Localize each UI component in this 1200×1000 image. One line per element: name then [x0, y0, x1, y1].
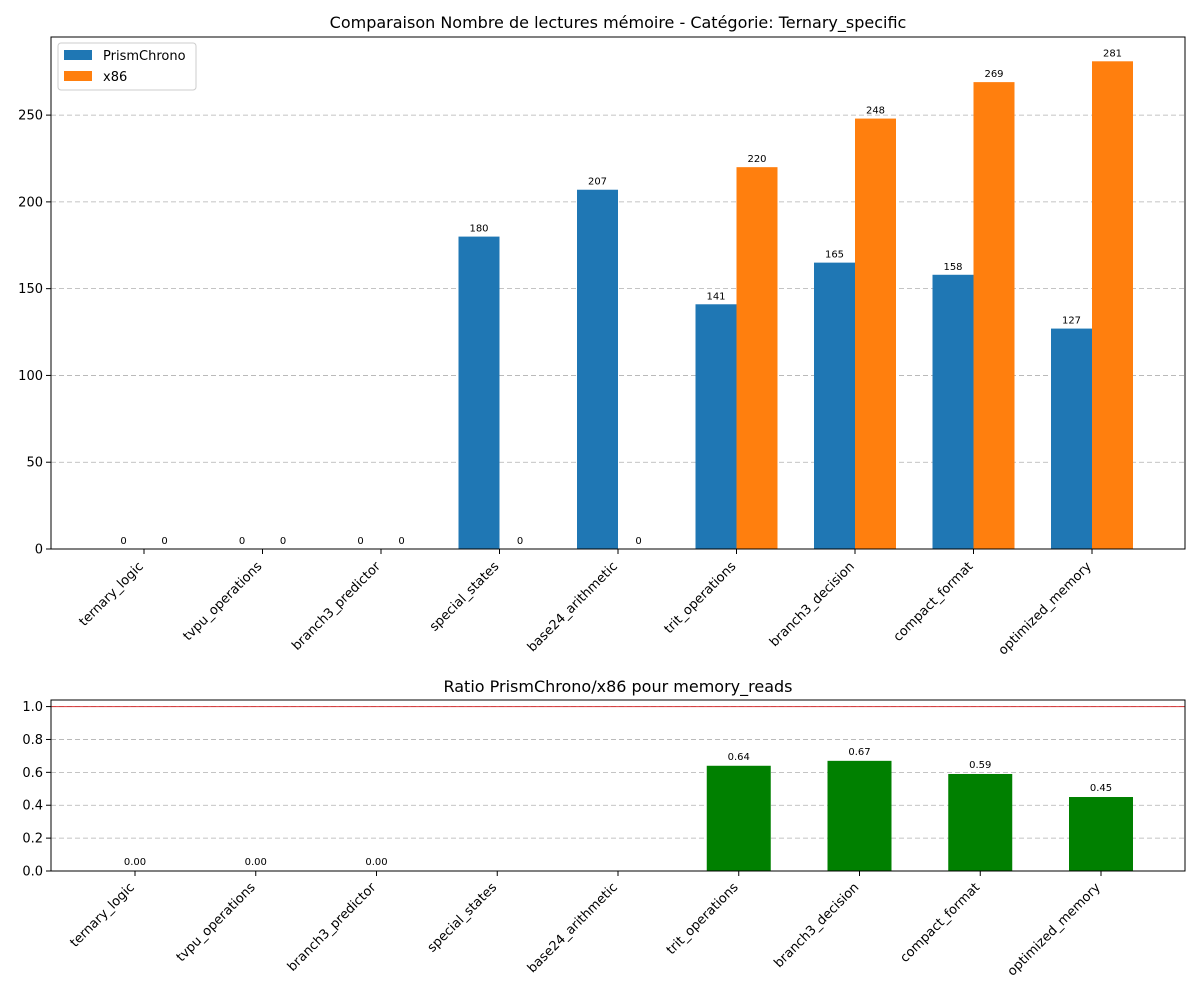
- bar-x86: [973, 82, 1015, 549]
- bar-value-label: 0.00: [124, 857, 146, 868]
- bar-value-label: 0.67: [848, 747, 870, 758]
- bar-value-label: 0: [280, 536, 286, 547]
- y-tick-label: 100: [18, 369, 43, 384]
- y-tick-label: 0: [35, 543, 43, 558]
- x-tick-label: ternary_logic: [67, 880, 137, 950]
- bar-value-label: 0: [239, 536, 245, 547]
- ratio-bar: [948, 773, 1013, 871]
- bar-prismchrono: [577, 189, 618, 549]
- bar-value-label: 165: [825, 250, 844, 261]
- bar-x86: [1092, 61, 1133, 549]
- x-tick-label: branch3_predictor: [285, 880, 380, 975]
- y-tick-label: 150: [18, 282, 43, 297]
- bar-value-label: 0.64: [728, 752, 750, 763]
- bar-value-label: 220: [747, 154, 766, 165]
- x-tick-label: trit_operations: [662, 559, 740, 637]
- bar-prismchrono: [1051, 328, 1092, 549]
- x-tick-label: branch3_predictor: [289, 559, 384, 654]
- bar-x86: [855, 118, 896, 550]
- x-tick-label: special_states: [425, 880, 501, 956]
- x-tick-label: trit_operations: [664, 880, 742, 958]
- bar-value-label: 141: [706, 291, 725, 302]
- y-tick-label: 1.0: [22, 700, 43, 715]
- x-tick-label: compact_format: [897, 880, 983, 966]
- bar-value-label: 0.00: [365, 857, 387, 868]
- x-tick-label: branch3_decision: [771, 880, 862, 971]
- ratio-bar: [706, 765, 771, 871]
- bar-value-label: 0.59: [969, 760, 991, 771]
- x-tick-label: compact_format: [891, 559, 977, 645]
- bar-value-label: 0: [120, 536, 126, 547]
- y-tick-label: 0.6: [22, 766, 43, 781]
- bar-prismchrono: [695, 304, 737, 549]
- bar-prismchrono: [814, 262, 855, 549]
- bar-value-label: 0.45: [1090, 783, 1112, 794]
- bar-value-label: 0: [517, 536, 523, 547]
- bar-value-label: 0: [357, 536, 363, 547]
- y-tick-label: 0.0: [22, 865, 43, 880]
- bar-prismchrono: [932, 274, 974, 549]
- x-tick-label: base24_arithmetic: [525, 880, 621, 976]
- y-tick-label: 0.4: [22, 799, 43, 814]
- plot-frame: [50, 699, 1186, 872]
- legend-box: [57, 42, 197, 91]
- chart-title: Comparaison Nombre de lectures mémoire -…: [330, 13, 907, 33]
- legend-swatch-prismchrono: [64, 50, 92, 60]
- bar-value-label: 269: [984, 69, 1003, 80]
- bar-value-label: 207: [588, 177, 607, 188]
- ratio-bar: [827, 760, 892, 871]
- x-tick-label: optimized_memory: [996, 559, 1095, 658]
- chart-title: Ratio PrismChrono/x86 pour memory_reads: [443, 677, 792, 697]
- y-tick-label: 50: [26, 456, 43, 471]
- x-tick-label: optimized_memory: [1005, 880, 1104, 979]
- x-tick-label: ternary_logic: [76, 559, 146, 629]
- legend-swatch-x86: [64, 71, 92, 81]
- bar-prismchrono: [458, 236, 500, 550]
- bar-value-label: 0: [398, 536, 404, 547]
- ratio-bar: [1069, 797, 1133, 871]
- legend-label: x86: [103, 70, 127, 85]
- y-tick-label: 250: [18, 109, 43, 124]
- bar-value-label: 248: [866, 106, 885, 117]
- x-tick-label: tvpu_operations: [174, 880, 259, 965]
- bar-x86: [736, 167, 778, 549]
- bar-value-label: 127: [1062, 316, 1081, 327]
- bar-value-label: 0.00: [245, 857, 267, 868]
- y-tick-label: 0.2: [22, 832, 43, 847]
- legend-label: PrismChrono: [103, 49, 186, 64]
- bar-value-label: 158: [943, 262, 962, 273]
- plot-frame: [50, 36, 1186, 550]
- bar-value-label: 0: [161, 536, 167, 547]
- x-tick-label: special_states: [427, 559, 503, 635]
- x-tick-label: tvpu_operations: [180, 559, 265, 644]
- x-tick-label: branch3_decision: [767, 559, 858, 650]
- y-tick-label: 200: [18, 195, 43, 210]
- bar-value-label: 281: [1103, 48, 1122, 59]
- bar-value-label: 0: [635, 536, 641, 547]
- y-tick-label: 0.8: [22, 733, 43, 748]
- x-tick-label: base24_arithmetic: [525, 559, 621, 655]
- bar-value-label: 180: [469, 224, 488, 235]
